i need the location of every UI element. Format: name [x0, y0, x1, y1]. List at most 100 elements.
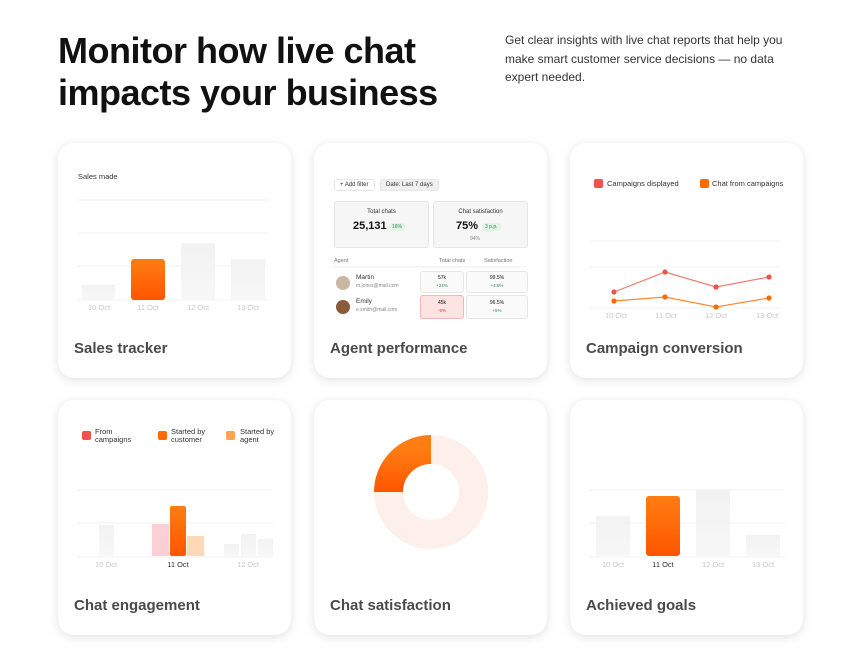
cell-value: 99.5% — [489, 275, 505, 281]
agent-email: m.jones@mail.com — [356, 283, 399, 289]
description-line: expert needed. — [505, 70, 586, 84]
bar — [170, 506, 186, 556]
bar — [746, 535, 780, 556]
x-label: 12 Oct — [186, 303, 210, 312]
card-title: Chat satisfaction — [330, 597, 451, 614]
x-label: 13 Oct — [755, 311, 779, 320]
cell-value: 45k — [437, 300, 447, 306]
card-title: Chat engagement — [74, 597, 200, 614]
legend-label: Campaigns displayed — [607, 179, 679, 188]
bar — [224, 544, 239, 556]
card[interactable]: Campaigns displayed Chat from campaigns … — [570, 143, 803, 378]
cell-change: +4.5% — [490, 283, 504, 288]
cell-change: +5% — [492, 308, 502, 313]
chart — [590, 179, 780, 310]
kpi: Total chats 25,131 16% — [334, 201, 429, 248]
legend-swatch — [82, 431, 91, 440]
legend-swatch — [226, 431, 235, 440]
bar — [596, 516, 630, 556]
chart — [590, 489, 785, 558]
legend-swatch — [700, 179, 709, 188]
cell-value: 57k — [437, 275, 447, 281]
kpi-change: 16% — [389, 223, 406, 231]
x-label: 12 Oct — [236, 560, 260, 569]
grid — [590, 240, 780, 309]
headline: Monitor how live chat impacts your busin… — [58, 30, 438, 114]
agent-name: Emily — [356, 298, 372, 305]
filter-button[interactable]: + Add filter — [334, 179, 375, 191]
date-button[interactable]: Date: Last 7 days — [380, 179, 439, 191]
chart — [374, 435, 488, 549]
table-header: Agent — [334, 258, 349, 264]
chart-label: Sales made — [78, 172, 118, 181]
x-label: 10 Oct — [87, 303, 111, 312]
card[interactable]: Sales made 10 Oct 11 Oct 12 Oct 13 Oct S… — [58, 143, 291, 378]
legend-label: Started by customer — [171, 427, 206, 444]
x-label: 10 Oct — [601, 560, 625, 569]
x-label: 12 Oct — [704, 311, 728, 320]
x-label: 10 Oct — [604, 311, 628, 320]
bar — [82, 285, 115, 300]
x-label: 10 Oct — [94, 560, 118, 569]
bar — [231, 259, 265, 300]
x-label: 11 Oct — [655, 311, 677, 320]
x-label: 11 Oct — [652, 560, 674, 569]
cell: 45k -5% — [420, 295, 464, 319]
avatar — [336, 276, 350, 290]
chart — [78, 199, 268, 301]
bar — [258, 539, 273, 556]
cell-value: 96.5% — [489, 300, 505, 306]
headline-line: Monitor how live chat — [58, 30, 416, 71]
card[interactable]: Chat satisfaction — [314, 400, 547, 635]
kpi-value: 75% — [456, 220, 479, 232]
card[interactable]: + Add filter Date: Last 7 days Total cha… — [314, 143, 547, 378]
agent-name: Martin — [356, 274, 375, 281]
avatar — [336, 300, 350, 314]
kpi-label: Total chats — [367, 209, 396, 215]
bar — [187, 536, 204, 556]
card[interactable]: 10 Oct 11 Oct 12 Oct 13 Oct Achieved goa… — [570, 400, 803, 635]
bar — [241, 534, 256, 556]
kpi-change: 3 p.p. — [482, 223, 501, 231]
table-header: Total chats — [439, 258, 466, 264]
bar — [181, 243, 215, 300]
headline-line: impacts your business — [58, 72, 438, 113]
x-label: 13 Oct — [751, 560, 775, 569]
description-line: Get clear insights with live chat report… — [505, 33, 783, 47]
points — [611, 294, 772, 310]
table-header: Satisfaction — [484, 258, 513, 264]
legend-label: Chat from campaigns — [712, 179, 784, 188]
kpi-note: 94% — [470, 236, 481, 242]
x-label: 11 Oct — [137, 303, 159, 312]
bar — [152, 524, 169, 556]
legend-label: Started by agent — [240, 427, 275, 444]
cell: 99.5% +4.5% — [466, 271, 528, 293]
donut-segment — [374, 435, 432, 493]
button-text: Add filter — [344, 182, 369, 188]
kpi-label: Chat satisfaction — [458, 209, 503, 215]
card-title: Achieved goals — [586, 597, 697, 614]
line — [613, 296, 770, 308]
bar — [99, 525, 114, 556]
card-title: Sales tracker — [74, 340, 168, 357]
cell-change: +24% — [436, 283, 448, 288]
line — [613, 271, 770, 293]
bar — [131, 259, 165, 300]
points — [611, 269, 772, 295]
legend-swatch — [594, 179, 603, 188]
description: Get clear insights with live chat report… — [505, 31, 782, 87]
x-label: 11 Oct — [167, 560, 189, 569]
card-title: Agent performance — [330, 340, 468, 357]
cell: 57k +24% — [420, 271, 464, 293]
legend-label: From campaigns — [95, 427, 132, 444]
card-title: Campaign conversion — [586, 340, 743, 357]
kpi: Chat satisfaction 75% 3 p.p. 94% — [433, 201, 528, 248]
x-label: 13 Oct — [236, 303, 260, 312]
agent-email: e.smith@mail.com — [356, 307, 398, 313]
legend-swatch — [158, 431, 167, 440]
chart — [78, 431, 273, 558]
cell: 96.5% +5% — [466, 295, 528, 319]
bar — [646, 496, 680, 556]
card[interactable]: From campaigns Started by customer Start… — [58, 400, 291, 635]
